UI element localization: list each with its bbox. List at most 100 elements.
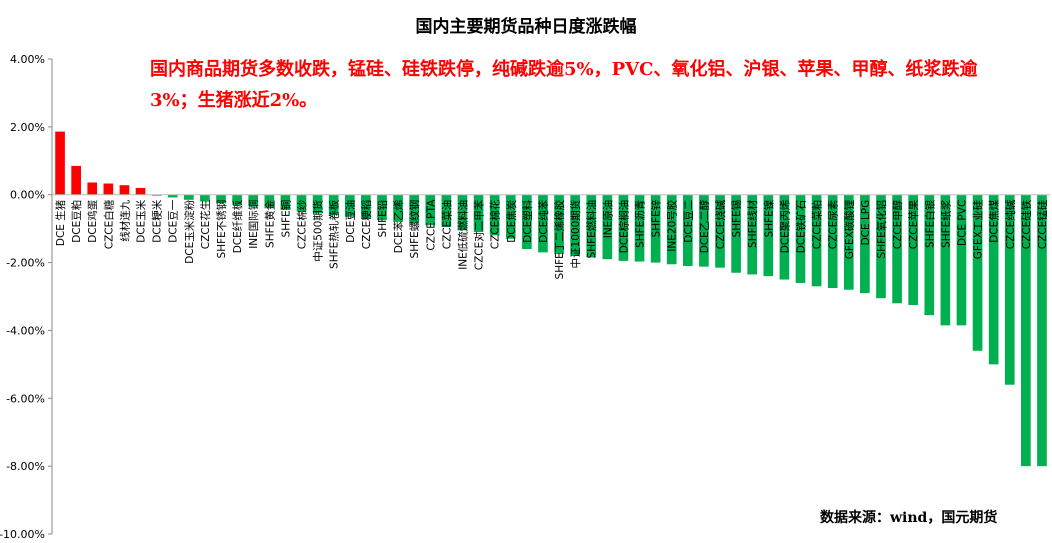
bar	[1037, 194, 1047, 467]
bar	[393, 194, 403, 222]
bar	[425, 194, 436, 226]
x-tick-label: DCE棕榈油	[617, 200, 630, 254]
bar	[216, 194, 226, 204]
x-tick-label: CZCE粳稻	[360, 200, 373, 250]
bar	[650, 194, 661, 263]
bar	[634, 194, 645, 262]
x-tick-label: DCE 生猪	[54, 199, 67, 246]
bar	[827, 194, 838, 289]
x-tick-label: DCE LPG	[860, 200, 872, 246]
x-tick-label: SHFE不锈钢	[215, 200, 228, 259]
x-tick-label: DCE豆一	[168, 199, 180, 243]
x-tick-label: DCE玉米	[135, 199, 148, 243]
bar	[860, 194, 870, 294]
bar	[908, 194, 919, 305]
x-tick-label: CZCE纯碱	[1004, 199, 1017, 249]
bar	[699, 194, 709, 267]
x-tick-label: SHFE纸浆	[939, 199, 952, 248]
y-tick-label: -4.00%	[6, 324, 45, 337]
x-tick-label: SHFE锡	[730, 200, 743, 238]
bar	[618, 194, 629, 261]
x-tick-label: SHFE螺纹钢	[408, 200, 421, 259]
x-tick-label: SHFE锌	[650, 199, 663, 237]
x-tick-label: SHFE铅	[376, 199, 389, 237]
bar	[682, 194, 693, 266]
bar	[55, 131, 65, 195]
y-tick-label: 0.00%	[10, 189, 45, 202]
x-tick-label: INE原油	[601, 200, 614, 239]
y-tick-label: -8.00%	[6, 460, 45, 473]
y-tick-label: 4.00%	[10, 53, 45, 66]
bar	[586, 194, 597, 258]
bar	[296, 194, 307, 212]
bar	[328, 194, 339, 216]
bar	[666, 194, 677, 265]
x-tick-label: 中证500期货	[312, 200, 325, 262]
y-tick-label: -10.00%	[0, 528, 45, 541]
x-tick-label: 中证1000期货	[569, 200, 582, 269]
bar	[602, 194, 613, 260]
x-tick-label: CZCE白糖	[102, 199, 115, 249]
x-tick-label: GFEX碳酸锂	[843, 199, 856, 259]
bar	[232, 194, 242, 205]
x-tick-label: DCE粳米	[151, 199, 164, 243]
x-tick-label: DCE鸡蛋	[86, 199, 99, 243]
bar	[779, 194, 790, 280]
x-tick-label: DCE乙二醇	[698, 199, 711, 253]
bar	[956, 194, 967, 326]
x-tick-label: SHFE线材	[746, 199, 759, 248]
bar	[103, 183, 114, 195]
bar	[344, 194, 355, 217]
x-tick-label: SHFE黄金	[263, 199, 276, 248]
bar	[200, 194, 210, 202]
x-tick-label: INE低硫燃料油	[456, 200, 469, 270]
bar	[1021, 194, 1031, 467]
bar	[924, 194, 935, 316]
y-tick-label: 2.00%	[10, 121, 45, 134]
x-tick-label: DCE豆粕	[70, 200, 83, 243]
bar	[795, 194, 806, 283]
x-tick-label: DCE纤维板	[231, 199, 244, 253]
bar	[892, 194, 902, 304]
bar	[1004, 194, 1015, 385]
bar	[312, 194, 323, 214]
bar	[183, 194, 194, 200]
bar	[522, 194, 532, 249]
x-tick-label: CZCE花生	[199, 200, 212, 250]
x-tick-label: SHFE燃料油	[585, 200, 598, 259]
x-tick-label: GFEX工业硅	[972, 199, 985, 259]
x-tick-label: 线材连九	[118, 199, 131, 241]
bar	[763, 194, 774, 277]
x-tick-label: DCE PVC	[956, 200, 968, 246]
x-tick-label: DCE焦煤	[988, 199, 1001, 243]
bar	[87, 182, 98, 195]
x-tick-label: DCE玉米淀粉	[183, 199, 196, 264]
y-tick-label: -6.00%	[6, 392, 45, 405]
bar	[441, 194, 452, 227]
x-tick-label: SHFE铜	[280, 200, 292, 238]
bar	[361, 194, 371, 219]
bar	[71, 165, 81, 195]
bar	[876, 194, 886, 299]
x-tick-label: DCE铁矿石	[795, 200, 808, 254]
bar	[940, 194, 951, 326]
bar	[489, 194, 500, 236]
x-tick-label: DCE聚丙烯	[778, 199, 791, 253]
bar	[554, 194, 564, 255]
bar	[151, 194, 162, 196]
source: 数据来源：wind，国元期货	[820, 510, 998, 526]
annotation: 国内商品期货多数收跌，锰硅、硅铁跌停，纯碱跌逾5%，PVC、氧化铝、沪银、苹果、…	[150, 59, 978, 111]
x-tick-label: SHFE白银	[923, 199, 936, 248]
x-tick-label: SHFE镍	[762, 200, 775, 238]
bar	[409, 194, 420, 224]
bar	[731, 194, 741, 273]
bar	[119, 185, 130, 195]
bar	[570, 194, 580, 256]
x-tick-label: DCE豆二	[683, 200, 695, 243]
bar	[457, 194, 468, 231]
x-tick-label: SHFE氧化铝	[875, 200, 888, 259]
x-tick-label: SHFE丁二烯橡胶	[553, 199, 566, 279]
x-tick-label: CZCE棉花	[489, 199, 502, 249]
x-tick-label: INE20号胶	[666, 199, 679, 251]
